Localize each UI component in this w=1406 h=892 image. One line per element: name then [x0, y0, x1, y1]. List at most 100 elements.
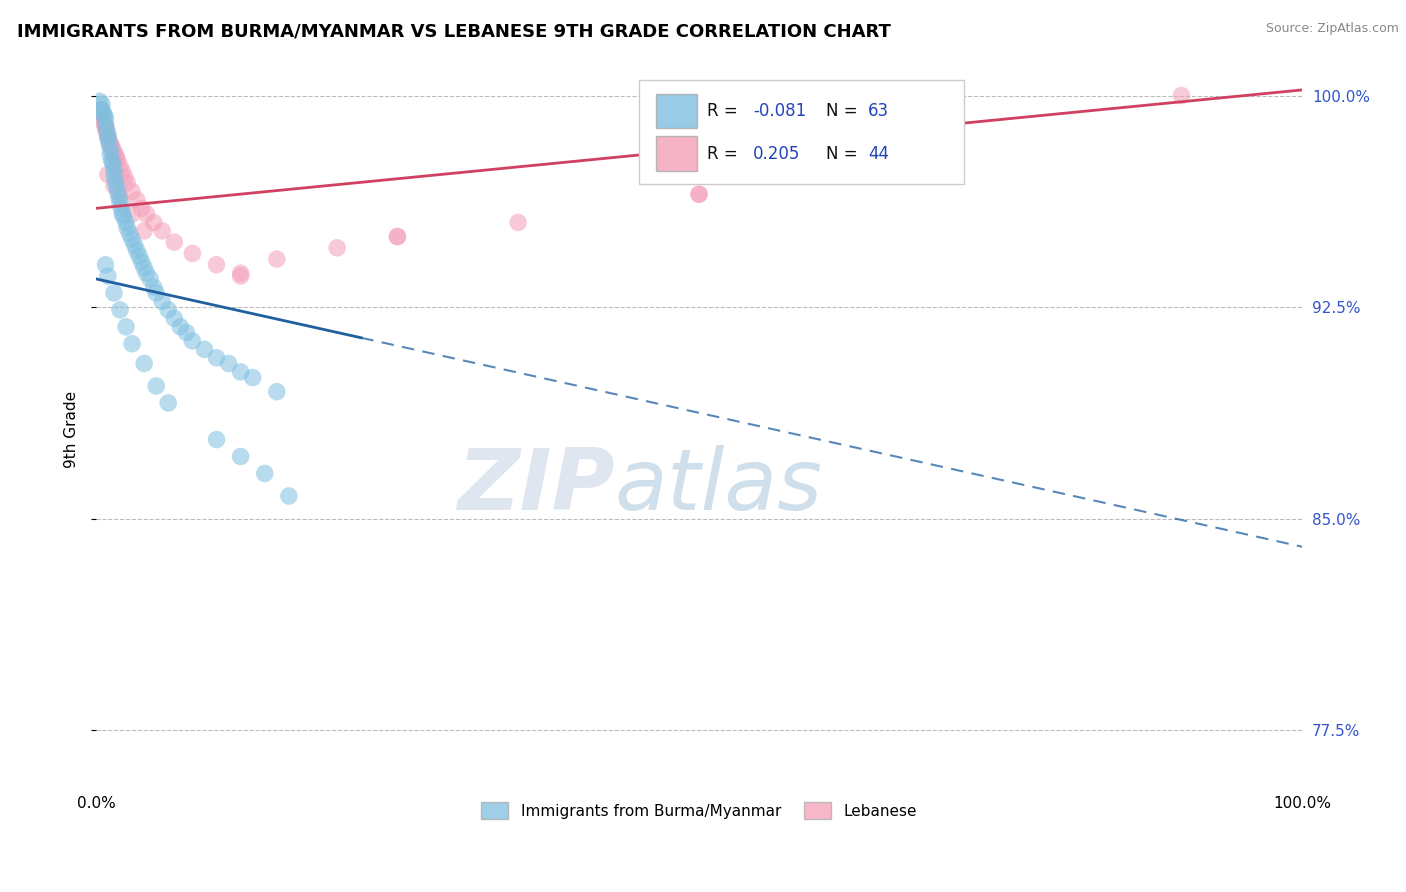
Point [124, 238, 146, 252]
Text: Source: ZipAtlas.com: Source: ZipAtlas.com [1265, 22, 1399, 36]
Y-axis label: 9th Grade: 9th Grade [65, 392, 79, 468]
Point [101, 156, 124, 170]
Text: -0.081: -0.081 [754, 102, 807, 120]
Point [163, 235, 186, 250]
Point [387, 229, 409, 244]
Point [157, 396, 180, 410]
Point [181, 246, 204, 260]
Text: 44: 44 [868, 145, 889, 162]
Point [181, 334, 204, 348]
Point [205, 258, 228, 272]
Point [145, 379, 167, 393]
Point [121, 185, 143, 199]
Point [94, 120, 117, 134]
Point [111, 207, 134, 221]
Point [176, 326, 198, 340]
Point [125, 193, 148, 207]
Point [135, 266, 157, 280]
Point [96, 122, 118, 136]
Text: R =: R = [707, 102, 744, 120]
Point [104, 173, 127, 187]
Text: IMMIGRANTS FROM BURMA/MYANMAR VS LEBANESE 9TH GRADE CORRELATION CHART: IMMIGRANTS FROM BURMA/MYANMAR VS LEBANES… [17, 22, 891, 40]
Point [506, 215, 529, 229]
Point [266, 252, 288, 266]
Point [98, 136, 121, 151]
Text: 0.205: 0.205 [754, 145, 800, 162]
Point [142, 280, 165, 294]
Point [98, 148, 121, 162]
Point [229, 268, 252, 283]
Point [229, 450, 252, 464]
Point [100, 139, 122, 153]
Point [98, 142, 121, 156]
Point [110, 202, 132, 216]
Point [97, 128, 120, 142]
Text: 63: 63 [868, 102, 889, 120]
FancyBboxPatch shape [655, 94, 696, 128]
Point [93, 108, 115, 122]
Point [145, 285, 167, 300]
Point [108, 195, 131, 210]
Point [142, 215, 165, 229]
Point [1170, 88, 1192, 103]
Point [96, 125, 118, 139]
Point [115, 319, 138, 334]
FancyBboxPatch shape [638, 80, 965, 184]
Point [253, 467, 276, 481]
Point [107, 185, 129, 199]
Point [205, 351, 228, 365]
Point [121, 336, 143, 351]
Point [118, 227, 141, 241]
Point [98, 134, 121, 148]
Point [229, 266, 252, 280]
Point [105, 178, 128, 193]
Point [90, 103, 112, 117]
Point [242, 370, 264, 384]
Point [103, 285, 125, 300]
Text: atlas: atlas [614, 445, 823, 528]
Point [266, 384, 288, 399]
Point [101, 142, 124, 156]
Point [139, 272, 162, 286]
Point [108, 190, 131, 204]
Point [103, 168, 125, 182]
Point [115, 215, 138, 229]
Text: N =: N = [825, 145, 862, 162]
Point [97, 168, 120, 182]
Point [277, 489, 299, 503]
Point [157, 302, 180, 317]
Point [115, 176, 138, 190]
Point [89, 94, 111, 108]
Point [100, 153, 122, 168]
Point [169, 319, 191, 334]
Point [205, 433, 228, 447]
Point [134, 356, 156, 370]
Point [112, 210, 135, 224]
Point [134, 224, 156, 238]
Point [108, 302, 131, 317]
Point [111, 164, 134, 178]
Point [94, 258, 117, 272]
Point [97, 268, 120, 283]
Point [688, 187, 710, 202]
Point [90, 97, 112, 112]
Point [387, 229, 409, 244]
Point [103, 145, 125, 159]
Point [688, 187, 710, 202]
Point [94, 122, 117, 136]
Point [105, 151, 128, 165]
Point [90, 103, 112, 117]
FancyBboxPatch shape [655, 136, 696, 170]
Point [107, 190, 129, 204]
Point [98, 136, 121, 151]
Point [107, 153, 129, 168]
Text: ZIP: ZIP [457, 445, 614, 528]
Point [91, 114, 114, 128]
Point [90, 108, 112, 122]
Point [128, 249, 150, 263]
Point [94, 111, 117, 125]
Text: R =: R = [707, 145, 744, 162]
Point [134, 260, 156, 275]
Point [218, 356, 240, 370]
Point [229, 365, 252, 379]
